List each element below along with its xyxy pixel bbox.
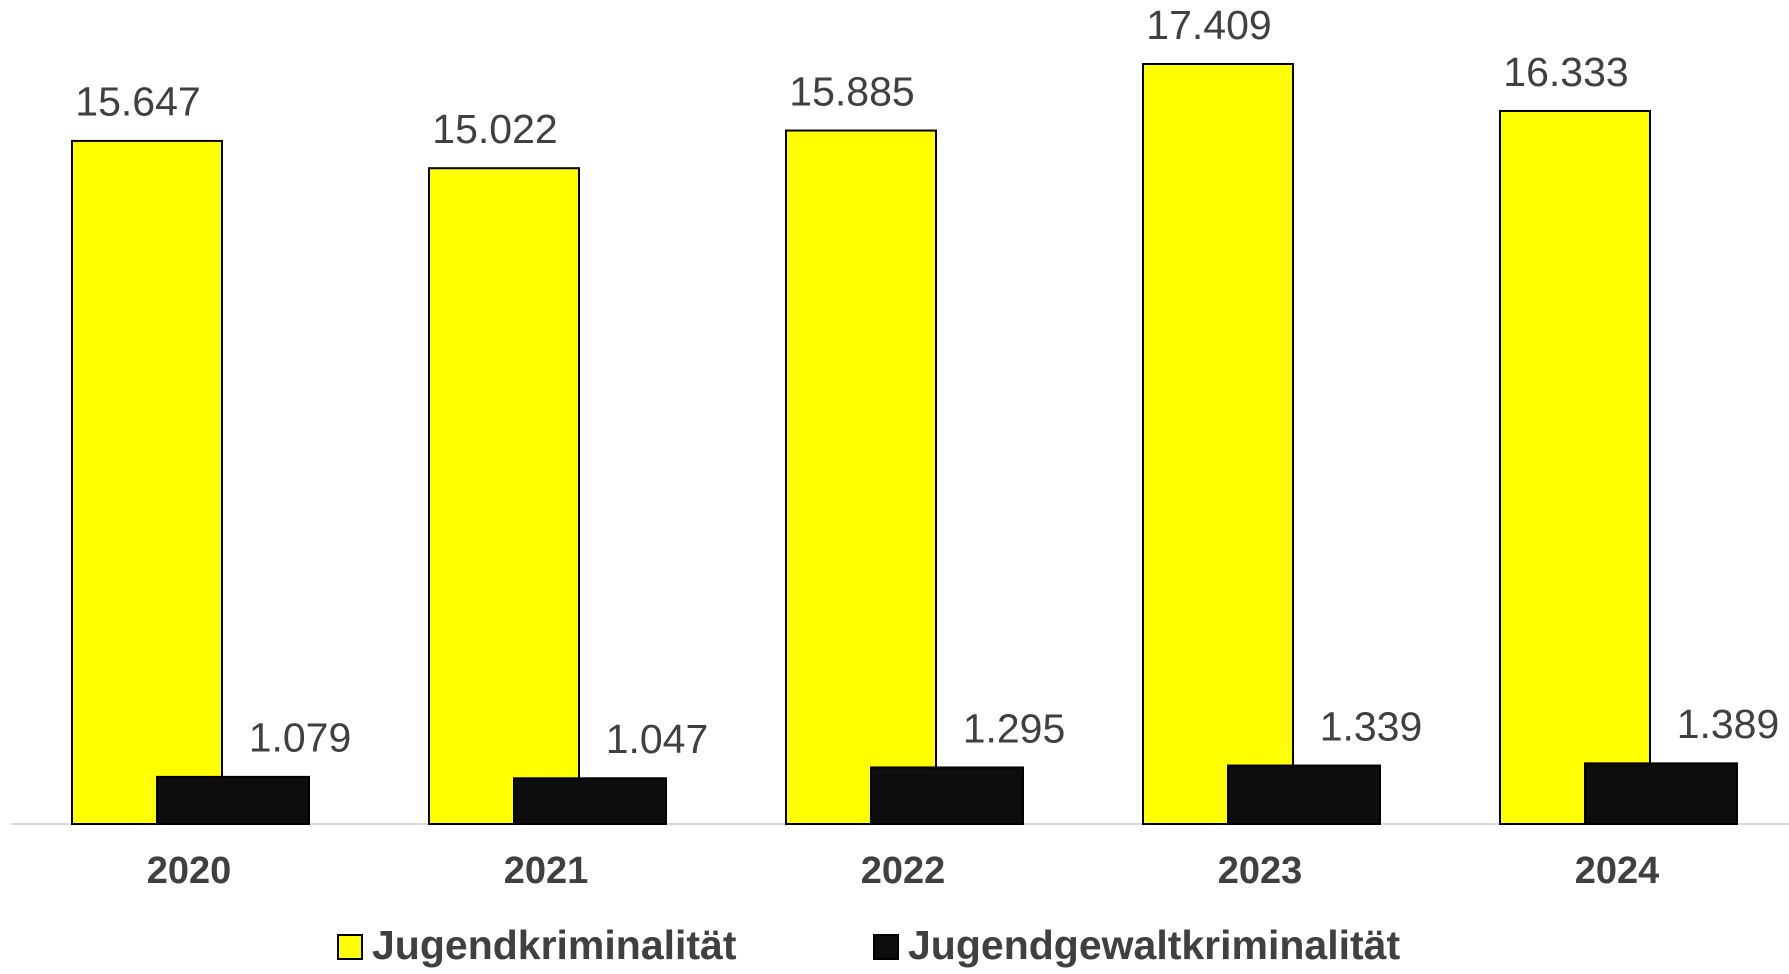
x-tick-label: 2021 — [504, 850, 589, 892]
data-label: 1.047 — [606, 716, 709, 762]
bar — [71, 139, 223, 825]
data-label: 1.079 — [249, 715, 352, 761]
x-tick-label: 2022 — [861, 850, 946, 892]
x-tick-label: 2024 — [1575, 850, 1660, 892]
bar — [785, 129, 937, 825]
data-label: 17.409 — [1146, 2, 1271, 48]
data-label: 1.295 — [963, 705, 1066, 751]
data-label: 1.389 — [1677, 701, 1780, 747]
bar — [1499, 109, 1651, 826]
x-tick-label: 2020 — [147, 850, 232, 892]
data-label: 15.647 — [75, 79, 200, 125]
x-tick-label: 2023 — [1218, 850, 1303, 892]
data-label: 1.339 — [1320, 703, 1423, 749]
data-label: 16.333 — [1503, 49, 1628, 95]
data-label: 15.885 — [789, 68, 914, 114]
legend-swatch — [873, 934, 899, 960]
bar — [870, 766, 1024, 825]
legend-swatch — [337, 934, 363, 960]
bar — [428, 167, 580, 825]
bar — [1584, 762, 1738, 826]
bar — [513, 777, 667, 825]
legend-label: Jugendkriminalität — [372, 922, 737, 968]
bar — [156, 775, 310, 825]
bar — [1227, 764, 1381, 825]
bar — [1142, 63, 1294, 825]
legend-label: Jugendgewaltkriminalität — [908, 922, 1400, 968]
data-label: 15.022 — [432, 106, 557, 152]
